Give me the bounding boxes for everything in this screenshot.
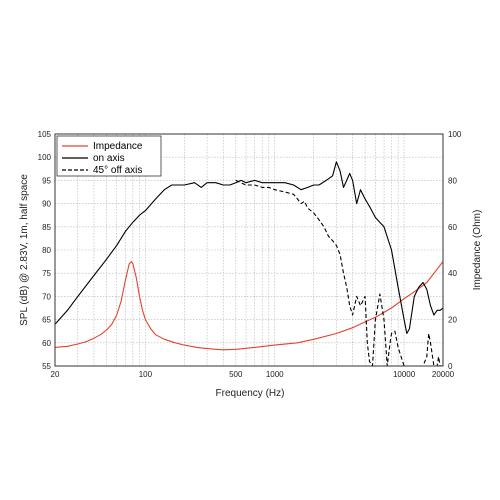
y2-tick-label: 80: [448, 176, 457, 185]
y-axis-title: SPL (dB) @ 2.83V, 1m, half space: [19, 174, 30, 326]
legend-label-off-axis: 45° off axis: [93, 165, 142, 176]
y-tick-label: 75: [42, 269, 51, 278]
y-tick-label: 65: [42, 316, 51, 325]
plot-frame: [54, 133, 444, 367]
tick-labels: 20 100 500 1000 10000 20000556065707580859095…: [38, 130, 462, 379]
y-tick-label: 105: [38, 130, 52, 139]
y-tick-label: 60: [42, 339, 51, 348]
x-tick-label: 20: [51, 370, 60, 379]
legend-box: [56, 135, 162, 177]
legend: Impedance on axis 45° off axis: [56, 135, 162, 177]
series-line-2: [235, 179, 443, 367]
x-tick-label: 1000: [266, 370, 284, 379]
y-tick-label: 55: [42, 362, 51, 371]
y-tick-label: 95: [42, 176, 51, 185]
series-line-1: [54, 161, 444, 335]
y2-tick-label: 0: [448, 362, 453, 371]
y2-tick-label: 20: [448, 316, 457, 325]
series-lines: [54, 161, 444, 367]
y-tick-label: 70: [42, 292, 51, 301]
y-tick-label: 85: [42, 223, 51, 232]
y-tick-label: 100: [38, 153, 52, 162]
grid: [54, 133, 444, 367]
legend-label-impedance: Impedance: [93, 141, 143, 152]
x-tick-label: 500: [229, 370, 243, 379]
y-tick-label: 80: [42, 246, 51, 255]
y2-tick-label: 40: [448, 269, 457, 278]
y2-axis-title: Impedance (Ohm): [472, 210, 483, 291]
x-tick-label: 10000: [393, 370, 416, 379]
x-axis-title: Frequency (Hz): [216, 388, 285, 399]
y2-tick-label: 60: [448, 223, 457, 232]
x-tick-label: 100: [139, 370, 153, 379]
legend-label-on-axis: on axis: [93, 153, 125, 164]
x-tick-label: 20000: [432, 370, 455, 379]
series-line-0: [54, 261, 444, 351]
y2-tick-label: 100: [448, 130, 462, 139]
y-tick-label: 90: [42, 200, 51, 209]
